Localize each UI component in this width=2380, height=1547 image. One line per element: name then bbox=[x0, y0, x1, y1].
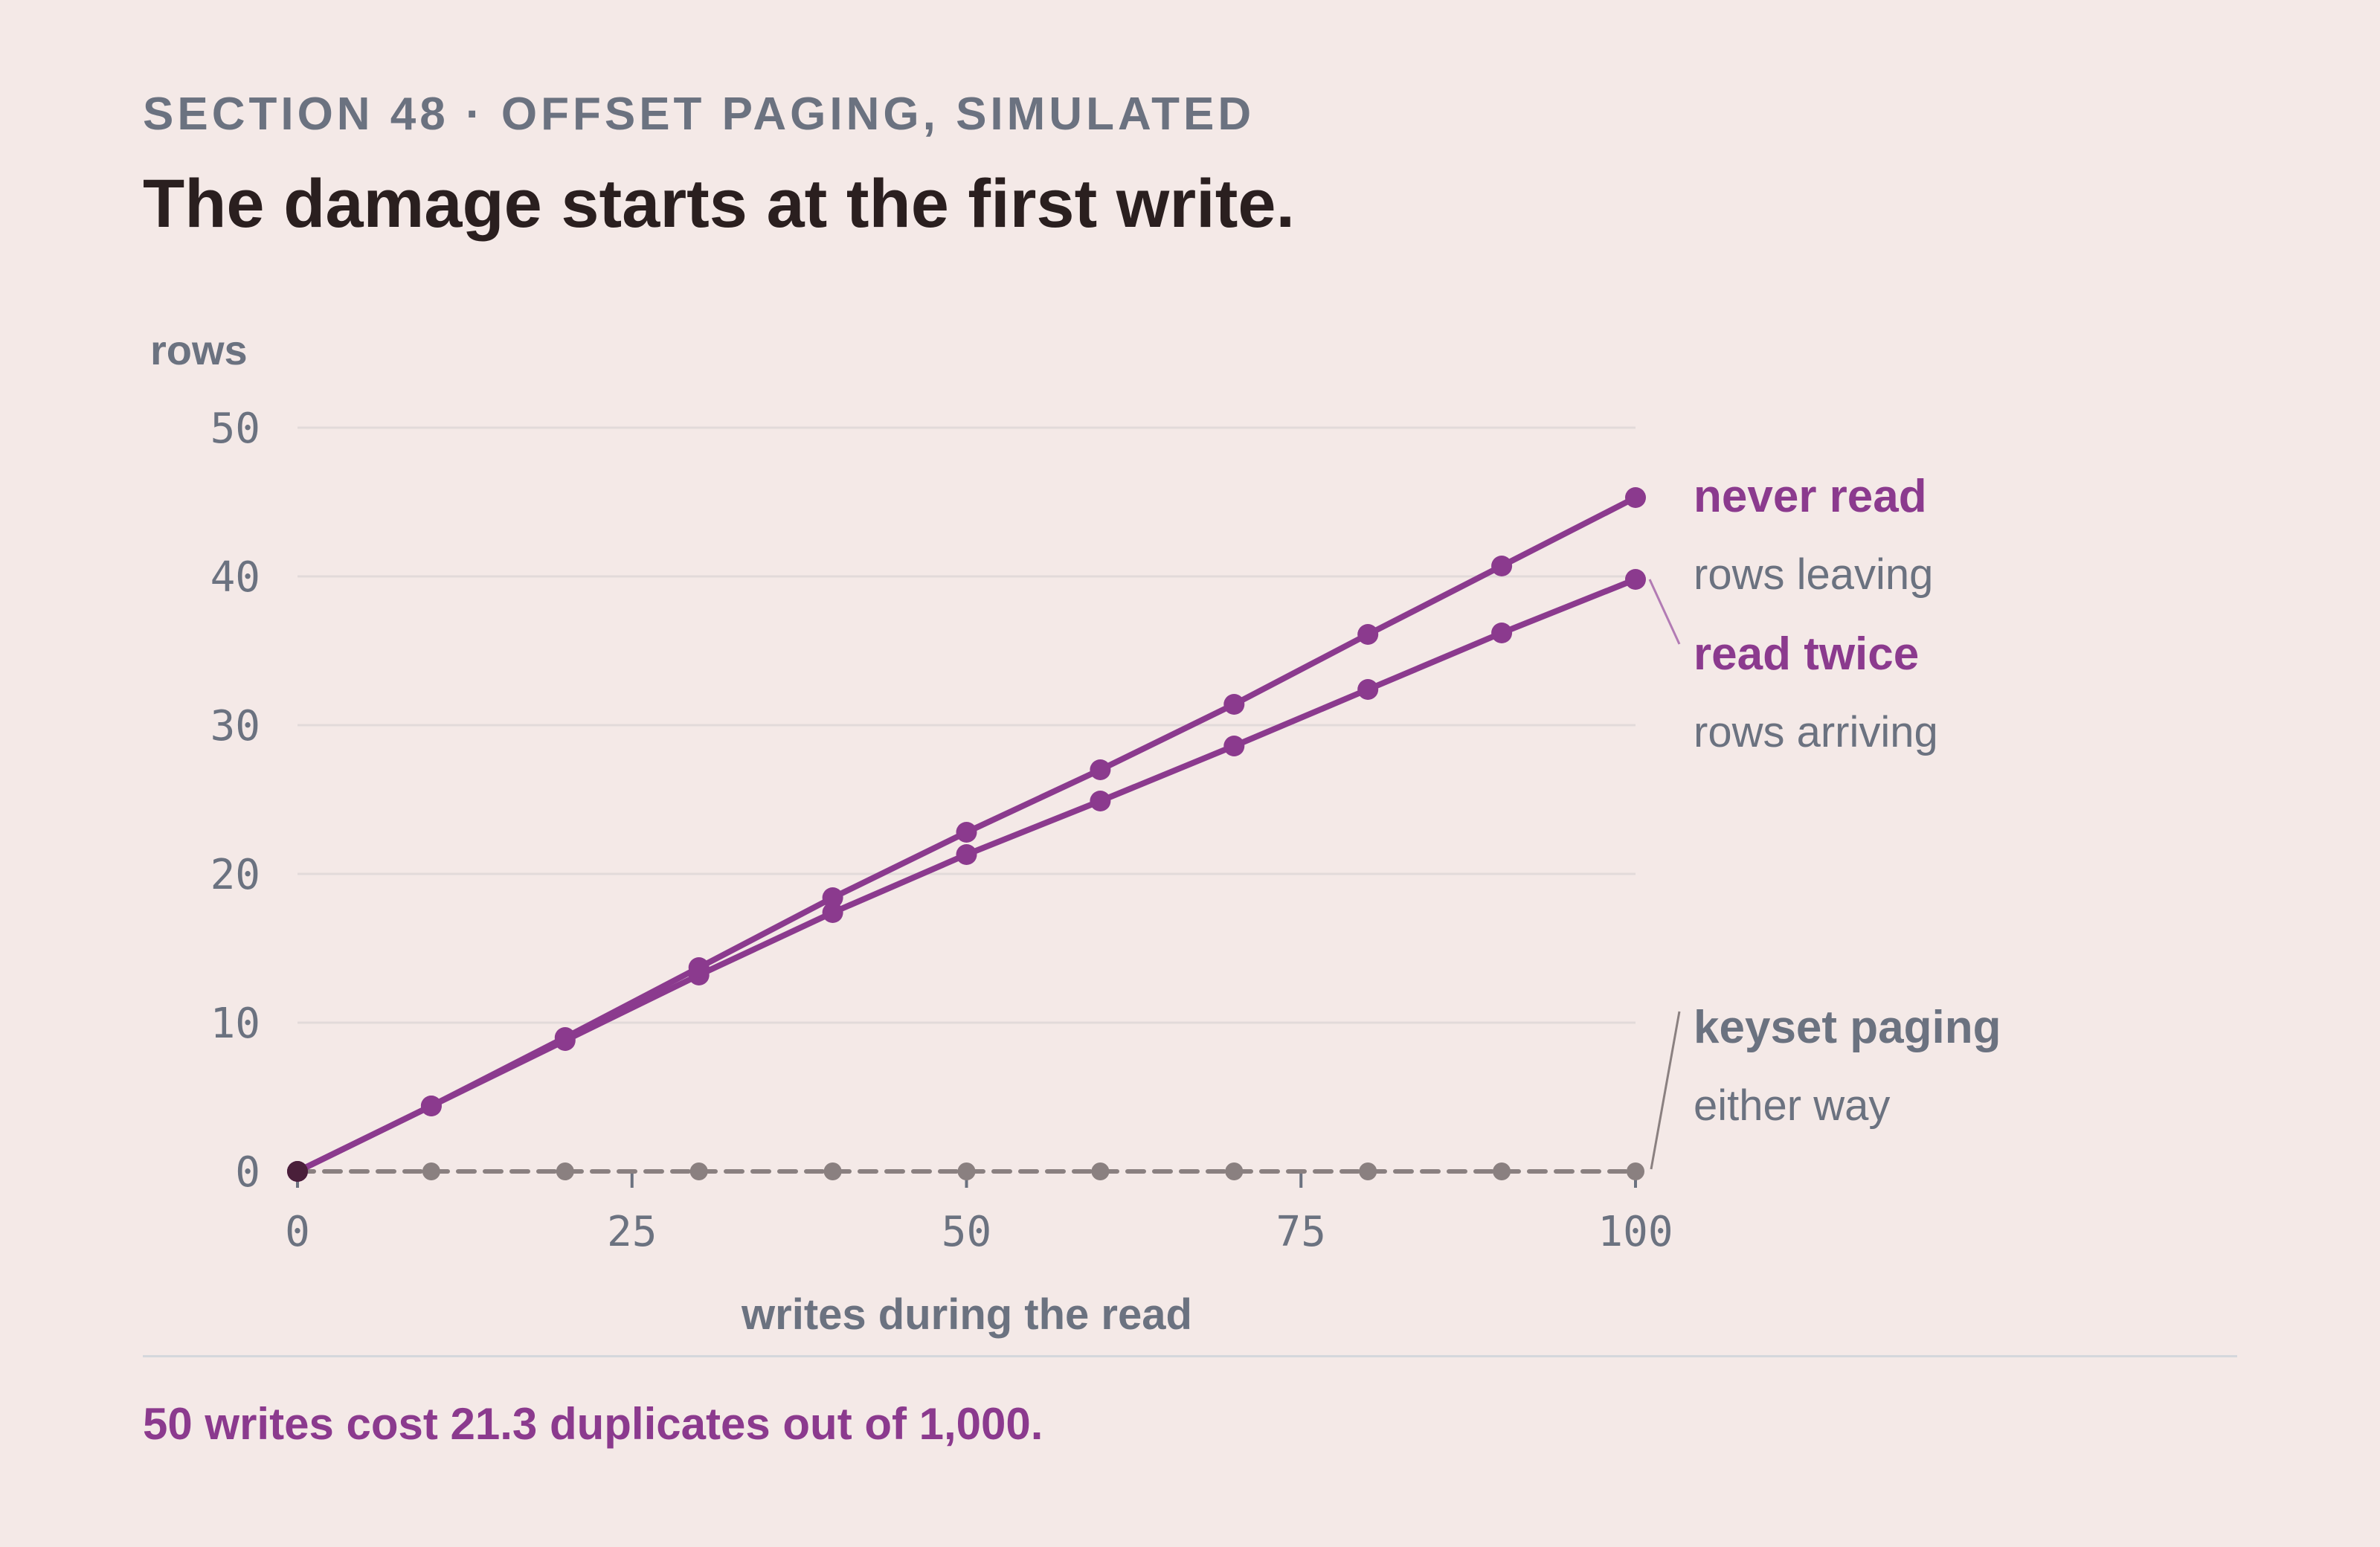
section-eyebrow: SECTION 48 · OFFSET PAGING, SIMULATED bbox=[143, 89, 1255, 140]
sublabel-rows-leaving: rows leaving bbox=[1694, 550, 1933, 599]
data-point bbox=[1625, 569, 1646, 590]
label-read-twice: read twice bbox=[1694, 628, 1919, 680]
data-point bbox=[1493, 1162, 1511, 1180]
y-axis-label: rows bbox=[150, 327, 248, 373]
y-tick-label: 0 bbox=[235, 1148, 260, 1197]
footer-note: 50 writes cost 21.3 duplicates out of 1,… bbox=[143, 1399, 1043, 1449]
series-layer bbox=[287, 487, 1646, 1182]
data-point bbox=[1491, 556, 1513, 576]
data-point bbox=[1090, 759, 1111, 780]
data-point bbox=[422, 1162, 440, 1180]
data-point bbox=[1223, 694, 1245, 715]
y-tick-label: 40 bbox=[210, 553, 260, 602]
x-tick-label: 50 bbox=[942, 1208, 991, 1256]
x-tick-label: 25 bbox=[607, 1208, 657, 1256]
sublabel-either-way: either way bbox=[1694, 1081, 1890, 1130]
label-never-read: never read bbox=[1694, 471, 1927, 522]
y-tick-label: 20 bbox=[210, 851, 260, 899]
x-axis-ticks: 0 25 50 75 100 bbox=[285, 1171, 1673, 1256]
x-tick-label: 75 bbox=[1276, 1208, 1326, 1256]
data-point bbox=[1091, 1162, 1110, 1180]
y-tick-label: 10 bbox=[210, 1000, 260, 1048]
data-point bbox=[1225, 1162, 1244, 1180]
footer-divider bbox=[143, 1355, 2237, 1357]
page-title: The damage starts at the first write. bbox=[143, 166, 1296, 242]
x-tick-label: 0 bbox=[285, 1208, 310, 1256]
data-point bbox=[822, 902, 843, 923]
data-point bbox=[1357, 679, 1379, 700]
x-axis-label: writes during the read bbox=[741, 1290, 1192, 1339]
data-point bbox=[689, 1162, 708, 1180]
data-point bbox=[1491, 623, 1513, 643]
y-axis-ticks: 0 10 20 30 40 50 bbox=[210, 405, 260, 1197]
data-point bbox=[1223, 736, 1245, 756]
y-tick-label: 30 bbox=[210, 702, 260, 750]
data-point bbox=[957, 1162, 976, 1180]
label-keyset-paging: keyset paging bbox=[1694, 1002, 2001, 1053]
sublabel-rows-arriving: rows arriving bbox=[1694, 708, 1938, 756]
data-point bbox=[1357, 624, 1379, 645]
data-point bbox=[420, 1096, 442, 1116]
x-tick-label: 100 bbox=[1598, 1208, 1673, 1256]
data-point bbox=[956, 822, 977, 843]
origin-point bbox=[287, 1161, 308, 1182]
leader-line-keyset bbox=[1650, 1011, 1681, 1170]
data-point bbox=[822, 887, 843, 908]
grid-lines bbox=[298, 426, 1636, 1024]
data-point bbox=[956, 844, 977, 865]
data-point bbox=[554, 1027, 576, 1048]
data-point bbox=[1627, 1162, 1644, 1180]
leader-line-read-twice bbox=[1648, 579, 1681, 645]
data-point bbox=[1625, 487, 1646, 508]
data-point bbox=[556, 1162, 574, 1180]
series-line-1 bbox=[295, 576, 1638, 1174]
data-point bbox=[1090, 791, 1111, 811]
series-labels: never read rows leaving read twice rows arr… bbox=[1648, 471, 2001, 1170]
data-point bbox=[688, 957, 710, 978]
data-point bbox=[823, 1162, 842, 1180]
y-tick-label: 50 bbox=[210, 405, 260, 453]
data-point bbox=[1359, 1162, 1377, 1180]
line-chart: 0 10 20 30 40 50 0 25 50 75 100 never read rows le… bbox=[150, 327, 2001, 1339]
